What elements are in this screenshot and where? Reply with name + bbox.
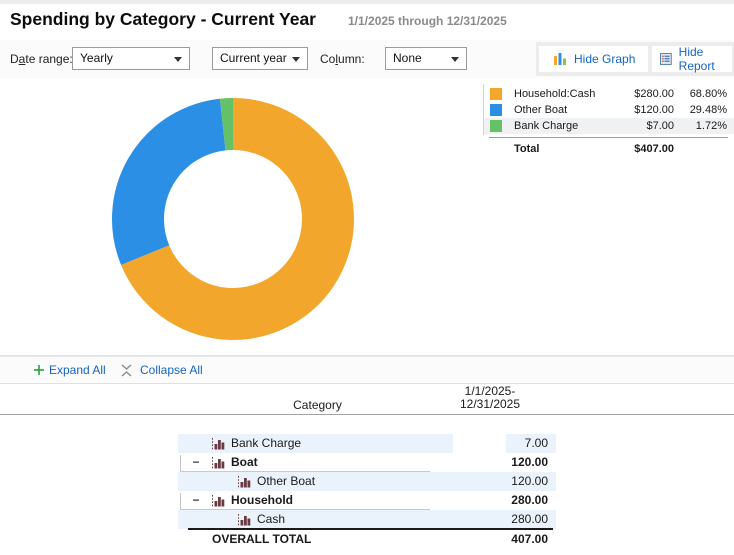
period-select[interactable]: Current year (212, 47, 308, 70)
category-label: Household (231, 493, 293, 507)
window-edge (0, 0, 734, 4)
legend-row-other-boat: Other Boat $120.00 29.48% (484, 102, 734, 118)
overall-total-label: OVERALL TOTAL (212, 532, 312, 546)
bar-chart-icon (212, 495, 225, 507)
date-range-value: Yearly (80, 51, 113, 65)
legend-total-label: Total (514, 143, 540, 155)
expand-collapse-bar: Expand All Collapse All (0, 356, 734, 384)
legend-label: Household:Cash (514, 88, 596, 100)
column-value: None (393, 51, 422, 65)
plus-icon (34, 365, 44, 375)
expand-all-link[interactable]: Expand All (49, 363, 106, 377)
legend-total-separator (489, 137, 728, 138)
legend-divider (483, 84, 484, 135)
bar-chart-icon (238, 476, 251, 488)
legend-percent: 1.72% (695, 120, 727, 132)
category-label: Cash (257, 512, 286, 526)
legend-label: Bank Charge (514, 120, 579, 132)
amount-value: 280.00 (511, 493, 548, 507)
donut-slice-household-cash[interactable] (121, 98, 354, 340)
bar-chart-icon (238, 514, 251, 526)
column-label-mnemonic: l (335, 52, 339, 66)
collapse-toggle[interactable]: − (192, 493, 200, 507)
hide-report-label: Hide Report (678, 45, 715, 73)
legend-color-chip (490, 88, 502, 100)
spending-donut-chart (112, 97, 354, 340)
legend-label: Other Boat (514, 104, 568, 116)
donut-slice-other-boat[interactable] (112, 98, 227, 265)
period-header-line2: 12/31/2025 (459, 397, 521, 411)
period-header-line1: 1/1/2025- (464, 384, 516, 398)
category-label: Bank Charge (231, 436, 302, 450)
report-list-icon (660, 53, 672, 65)
tree-guide-line (180, 455, 181, 472)
hide-graph-label: Hide Graph (574, 52, 636, 66)
category-label: Boat (231, 455, 258, 469)
row-shading (178, 472, 556, 491)
legend-amount: $280.00 (634, 88, 674, 100)
table-row-boat[interactable]: − Boat 120.00 (0, 453, 734, 472)
table-row-household[interactable]: − Household 280.00 (0, 491, 734, 510)
column-select[interactable]: None (385, 47, 467, 70)
toolbar: Date range: Yearly Current year Column: … (0, 40, 734, 80)
category-label: Other Boat (257, 474, 316, 488)
bar-chart-icon (212, 457, 225, 469)
date-range-label-mnemonic: a (18, 52, 26, 66)
overall-total-rule (188, 528, 553, 530)
amount-value: 120.00 (511, 455, 548, 469)
collapse-icon (121, 364, 132, 377)
period-column-header: 1/1/2025- 12/31/2025 (430, 385, 550, 411)
chart-legend: Household:Cash $280.00 68.80% Other Boat $12… (484, 84, 734, 160)
legend-total-row: Total $407.00 (484, 141, 734, 157)
amount-value: 280.00 (511, 512, 548, 526)
column-label-post: umn: (338, 52, 365, 66)
donut-slice-bank-charge[interactable] (219, 97, 234, 151)
bar-graph-icon (554, 53, 566, 65)
group-separator (180, 509, 430, 510)
category-column-header: Category (293, 398, 342, 412)
overall-total-row: OVERALL TOTAL 407.00 (0, 530, 734, 549)
date-range-label: Date range: (10, 52, 73, 66)
page-title: Spending by Category - Current Year (10, 9, 316, 29)
bar-chart-icon (212, 438, 225, 450)
legend-amount: $120.00 (634, 104, 674, 116)
amount-value: 7.00 (524, 436, 548, 450)
chevron-down-icon (292, 57, 300, 62)
date-range-label-pre: D (10, 52, 19, 66)
date-range-select[interactable]: Yearly (72, 47, 190, 70)
tree-guide-line (180, 493, 181, 510)
report-date-range-subtitle: 1/1/2025 through 12/31/2025 (348, 14, 507, 28)
legend-amount: $7.00 (646, 120, 674, 132)
header-rule (0, 414, 734, 415)
collapse-all-link[interactable]: Collapse All (140, 363, 203, 377)
chevron-down-icon (451, 57, 459, 62)
group-separator (180, 471, 430, 472)
legend-color-chip (490, 104, 502, 116)
table-row-other-boat[interactable]: Other Boat 120.00 (0, 472, 734, 491)
row-shading (178, 434, 453, 453)
period-value: Current year (220, 51, 287, 65)
collapse-toggle[interactable]: − (192, 455, 200, 469)
legend-percent: 29.48% (689, 104, 727, 116)
legend-percent: 68.80% (689, 88, 727, 100)
chevron-down-icon (174, 57, 182, 62)
table-row-cash[interactable]: Cash 280.00 (0, 510, 734, 529)
column-label: Column: (320, 52, 365, 66)
legend-total-amount: $407.00 (634, 143, 674, 155)
overall-total-value: 407.00 (511, 532, 548, 546)
date-range-label-post: te range: (25, 52, 73, 66)
column-label-pre: Co (320, 52, 336, 66)
view-toggle-group: Hide Graph Hide Report (536, 42, 734, 76)
legend-row-bank-charge: Bank Charge $7.00 1.72% (484, 118, 734, 134)
amount-value: 120.00 (511, 474, 548, 488)
table-row-bank-charge[interactable]: Bank Charge 7.00 (0, 434, 734, 453)
legend-row-household-cash: Household:Cash $280.00 68.80% (484, 86, 734, 102)
hide-graph-button[interactable]: Hide Graph (539, 46, 648, 72)
legend-color-chip (490, 120, 502, 132)
hide-report-button[interactable]: Hide Report (652, 45, 732, 73)
row-shading (178, 510, 556, 529)
row-shading (506, 434, 556, 453)
